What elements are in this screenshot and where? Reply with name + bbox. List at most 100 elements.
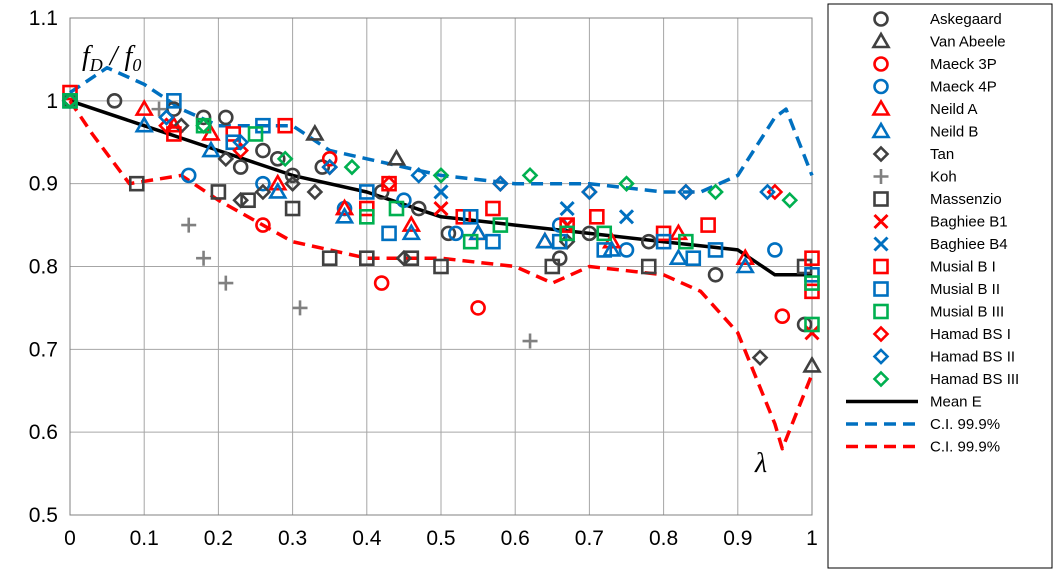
point-neild-b (268, 181, 288, 199)
point-askegaard (707, 266, 724, 283)
legend-label: Maeck 4P (930, 79, 997, 96)
point-musial-b-iii (247, 126, 264, 142)
x-tick-label: 0.9 (723, 527, 752, 550)
point-musial-b-i (225, 126, 242, 142)
point-musial-b-i (277, 117, 293, 134)
legend-entry: Hamad BS I (872, 325, 1011, 343)
point-askegaard (218, 109, 234, 126)
legend-entry: C.I. 99.9% (846, 439, 1000, 456)
point-neild-b (401, 223, 422, 241)
legend-label: C.I. 99.9% (930, 416, 1000, 433)
legend-swatch-baghiee-b1 (873, 213, 889, 230)
point-maeck-4p (618, 242, 635, 258)
line-c-i-99-9-lower (68, 99, 814, 451)
point-koh (181, 217, 197, 233)
legend: Askegaard Van Abeele Maeck 3P Maeck 4P Neild… (827, 3, 1053, 569)
point-hamad-bs-ii (492, 175, 509, 193)
point-musial-b-ii (225, 134, 242, 151)
x-tick-label: 0.6 (501, 527, 530, 550)
point-musial-b-ii (381, 225, 397, 242)
legend-entry: Musial B II (873, 281, 1000, 298)
point-koh (218, 275, 234, 291)
point-maeck-4p (255, 175, 271, 192)
point-neild-b (201, 140, 221, 158)
point-musial-b-ii (685, 250, 702, 267)
legend-swatch-maeck-3p (873, 56, 889, 72)
point-massenzio (321, 250, 338, 267)
y-tick-label: 0.7 (29, 338, 58, 361)
point-hamad-bs-i (158, 117, 175, 135)
legend-label: Koh (930, 169, 957, 186)
legend-swatch-askegaard (873, 11, 889, 27)
legend-label: Neild A (930, 101, 978, 118)
point-musial-b-ii (462, 209, 479, 225)
legend-entry: Musial B III (873, 304, 1004, 321)
legend-entry: Mean E (846, 394, 982, 411)
point-musial-b-i (589, 209, 605, 225)
point-askegaard (640, 233, 657, 250)
point-neild-a (401, 214, 422, 232)
point-hamad-bs-iii (432, 167, 450, 184)
point-neild-b (134, 115, 154, 133)
point-hamad-bs-iii (195, 117, 212, 135)
legend-entry: Musial B I (873, 259, 996, 276)
x-tick-label: 1 (806, 527, 818, 550)
y-tick-label: 0.8 (29, 256, 58, 279)
point-hamad-bs-ii (321, 158, 339, 176)
point-massenzio (284, 200, 301, 217)
point-musial-b-iii (559, 225, 575, 242)
y-tick-label: 1 (46, 90, 58, 113)
point-musial-b-iii (678, 233, 694, 250)
legend-entry: Hamad BS II (872, 348, 1015, 366)
x-axis-label: λ (754, 448, 767, 479)
legend-label: Hamad BS II (930, 349, 1015, 366)
point-musial-b-ii (166, 93, 182, 109)
point-musial-b-i (700, 217, 716, 233)
legend-label: Musial B I (930, 259, 996, 276)
y-tick-label: 0.6 (29, 421, 58, 444)
point-koh (522, 333, 538, 349)
point-hamad-bs-ii (581, 183, 598, 201)
point-hamad-bs-i (232, 142, 249, 159)
point-musial-b-i (358, 200, 375, 217)
point-massenzio (210, 184, 227, 200)
point-neild-b (334, 206, 355, 224)
point-askegaard (284, 167, 301, 184)
point-musial-b-i (166, 126, 182, 142)
point-neild-b (735, 256, 755, 274)
x-tick-label: 0.2 (204, 527, 233, 550)
point-musial-b-i (804, 283, 820, 300)
x-tick-label: 0.8 (649, 527, 678, 550)
point-hamad-bs-ii (759, 183, 776, 201)
point-askegaard (269, 151, 286, 167)
point-tan (284, 175, 301, 193)
point-musial-b-i (804, 250, 820, 267)
point-neild-b (668, 248, 689, 266)
point-tan (751, 349, 769, 366)
point-musial-b-iii (596, 225, 613, 242)
legend-swatch-koh (873, 169, 889, 184)
y-axis-label: fD / f0 (82, 41, 141, 75)
point-hamad-bs-i (380, 175, 398, 193)
legend-swatch-musial-b-ii (873, 281, 889, 297)
point-musial-b-iii (388, 200, 405, 217)
legend-entry: Askegaard (873, 11, 1002, 28)
legend-swatch-hamad-bs-iii (872, 370, 890, 388)
point-musial-b-i (485, 200, 501, 217)
grid (69, 17, 813, 516)
legend-label: Massenzio (930, 191, 1002, 208)
point-musial-b-i (559, 217, 575, 233)
x-tick-label: 0.5 (426, 527, 455, 550)
legend-swatch-neild-a (871, 98, 891, 116)
axis-labels: 0 0.1 0.2 0.3 0.4 0.5 0.6 0.7 0.8 0.9 1 0.5 0.6 0.7 0.… (29, 7, 818, 550)
point-tan (306, 183, 324, 201)
point-massenzio (128, 175, 145, 192)
legend-entry: Van Abeele (871, 31, 1006, 51)
point-hamad-bs-iii (521, 167, 539, 184)
point-maeck-4p (767, 242, 783, 258)
legend-entry: Tan (872, 145, 954, 163)
legend-entry: Baghiee B4 (873, 236, 1008, 253)
legend-entry: C.I. 99.9% (846, 416, 1000, 433)
point-neild-a (735, 248, 755, 266)
